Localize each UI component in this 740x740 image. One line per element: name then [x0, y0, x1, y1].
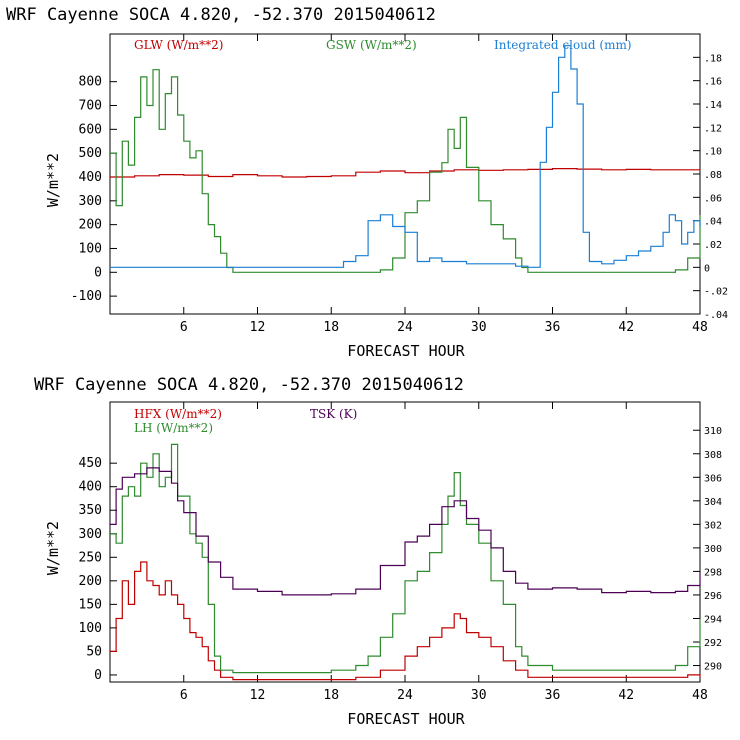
- chart-top-legend-glw: GLW (W/m**2): [134, 38, 223, 52]
- chart-bottom-xtick-label: 18: [323, 688, 339, 703]
- chart-bottom-y2tick-label: 294: [704, 614, 722, 625]
- chart-bottom-ytick-label: 0: [94, 668, 102, 683]
- chart-top-xtick-label: 48: [692, 320, 708, 335]
- chart-bottom-y2tick-label: 300: [704, 544, 722, 555]
- chart-top-y2tick-label: .04: [704, 217, 722, 228]
- chart-top-ytick-label: 600: [79, 122, 102, 137]
- chart-top-y2tick-label: .18: [704, 53, 722, 64]
- chart-top-xtick-label: 42: [618, 320, 634, 335]
- chart-bottom-ylabel: W/m**2: [44, 521, 62, 575]
- chart-bottom-y2tick-label: 306: [704, 473, 722, 484]
- chart-bottom-y2tick-label: 292: [704, 638, 722, 649]
- chart-bottom-ytick-label: 250: [79, 550, 102, 565]
- chart-top-xtick-label: 18: [323, 320, 339, 335]
- chart-bottom-ytick-label: 400: [79, 480, 102, 495]
- chart-bottom-legend-tsk: TSK (K): [310, 407, 357, 421]
- chart-top-y2tick-label: .14: [704, 100, 722, 111]
- chart-top-ylabel: W/m**2: [44, 153, 62, 207]
- chart-top-legend-cloud: Integrated cloud (mm): [494, 38, 632, 52]
- chart-bottom-y2tick-label: 304: [704, 497, 722, 508]
- chart-bottom-xtick-label: 12: [250, 688, 266, 703]
- chart-bottom-series-hfx: [110, 561, 701, 681]
- chart-top-ytick-label: 700: [79, 98, 102, 113]
- chart-top-xtick-label: 6: [180, 320, 188, 335]
- chart-top-y2tick-label: -.04: [704, 310, 728, 321]
- chart-top-xtick-label: 12: [250, 320, 266, 335]
- chart-top-ytick-label: 800: [79, 75, 102, 90]
- chart-bottom-series: [110, 443, 701, 681]
- chart-top-series-gsw: [110, 69, 701, 273]
- chart-bottom-ytick-label: 300: [79, 527, 102, 542]
- chart-bottom-series-lh: [110, 443, 701, 674]
- chart-top-xtick-label: 30: [471, 320, 487, 335]
- chart-bottom-ytick-label: 200: [79, 574, 102, 589]
- chart-bottom-ticks: 6 12 18 24 30 36 42 48 0 50 100 150 200 250 300 350 400 4…: [79, 402, 722, 703]
- chart-top-xtick-label: 24: [397, 320, 413, 335]
- chart-bottom-y2tick-label: 308: [704, 450, 722, 461]
- chart-bottom-xtick-label: 42: [618, 688, 634, 703]
- chart-top-legend-gsw: GSW (W/m**2): [326, 38, 417, 52]
- chart-top-y2tick-label: 0: [704, 263, 710, 274]
- chart-top-y2tick-label: .12: [704, 123, 722, 134]
- chart-top-xlabel: FORECAST HOUR: [347, 342, 465, 360]
- chart-bottom-ytick-label: 450: [79, 456, 102, 471]
- chart-bottom-xtick-label: 48: [692, 688, 708, 703]
- chart-bottom-series-tsk: [110, 467, 701, 596]
- chart-top-y2tick-label: .08: [704, 170, 722, 181]
- chart-top-y2tick-label: -.02: [704, 287, 728, 298]
- chart-bottom-xlabel: FORECAST HOUR: [347, 710, 465, 728]
- chart-top-ytick-label: 100: [79, 241, 102, 256]
- chart-bottom-xtick-label: 6: [180, 688, 188, 703]
- chart-bottom-y2tick-label: 290: [704, 662, 722, 673]
- chart-top-ytick-label: 0: [94, 265, 102, 280]
- chart-top-ytick-label: 200: [79, 218, 102, 233]
- chart-bottom-ytick-label: 50: [86, 644, 102, 659]
- chart-bottom-ytick-label: 150: [79, 597, 102, 612]
- chart-top-series-cloud: [110, 45, 701, 268]
- chart-top-series-glw: [110, 168, 701, 178]
- chart-bottom-legend-lh: LH (W/m**2): [134, 421, 213, 435]
- chart-bottom-legend-hfx: HFX (W/m**2): [134, 407, 222, 421]
- chart-top-ticks: 6 12 18 24 30 36 42 48 -100 0 100 200 300 400 500 600 70…: [71, 34, 728, 335]
- chart-bottom-xtick-label: 36: [545, 688, 561, 703]
- chart-bottom-y2tick-label: 302: [704, 520, 722, 531]
- chart-bottom-y2tick-label: 296: [704, 591, 722, 602]
- chart-bottom-ytick-label: 100: [79, 621, 102, 636]
- chart-top-ytick-label: 300: [79, 194, 102, 209]
- chart-top-y2tick-label: .02: [704, 240, 722, 251]
- chart-top-ytick-label: -100: [71, 289, 102, 304]
- chart-top-series: [110, 45, 701, 273]
- chart-bottom-xtick-label: 24: [397, 688, 413, 703]
- chart-top-y2tick-label: .10: [704, 147, 722, 158]
- chart-top-ytick-label: 500: [79, 146, 102, 161]
- chart-top-title: WRF Cayenne SOCA 4.820, -52.370 20150406…: [6, 5, 436, 25]
- chart-bottom-y2tick-label: 298: [704, 567, 722, 578]
- chart-bottom-xtick-label: 30: [471, 688, 487, 703]
- chart-bottom-ytick-label: 350: [79, 503, 102, 518]
- chart-top-y2tick-label: .16: [704, 77, 722, 88]
- chart-bottom: WRF Cayenne SOCA 4.820, -52.370 20150406…: [34, 375, 722, 728]
- chart-top-y2tick-label: .06: [704, 193, 722, 204]
- chart-top-ytick-label: 400: [79, 170, 102, 185]
- chart-top: WRF Cayenne SOCA 4.820, -52.370 20150406…: [6, 5, 728, 360]
- chart-top-xtick-label: 36: [545, 320, 561, 335]
- chart-bottom-y2tick-label: 310: [704, 426, 722, 437]
- chart-bottom-title: WRF Cayenne SOCA 4.820, -52.370 20150406…: [34, 375, 464, 395]
